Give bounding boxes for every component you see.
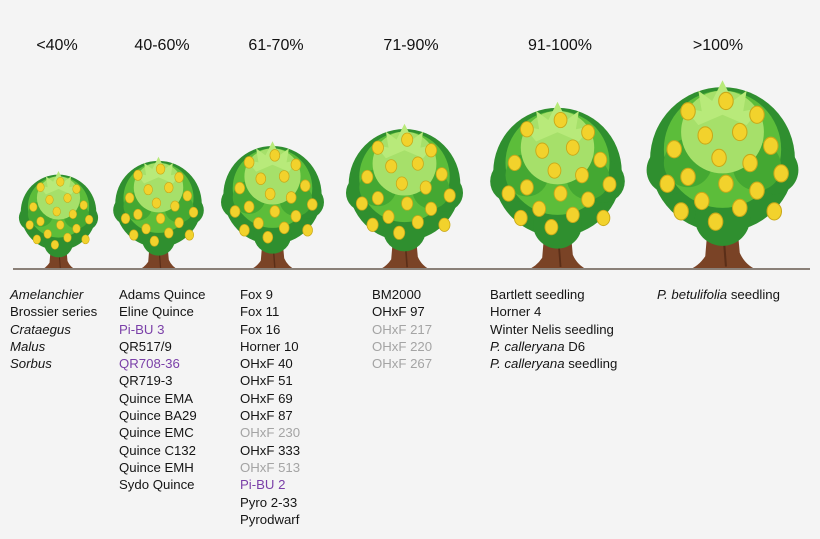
rootstock-list-91-100: Bartlett seedling Horner 4 Winter Nelis se…: [490, 286, 617, 372]
rootstock-item: OHxF 267: [372, 356, 433, 372]
rootstock-item: OHxF 333: [240, 442, 301, 458]
rootstock-item: Fox 11: [240, 304, 280, 320]
rootstock-item: OHxF 97: [372, 304, 425, 320]
rootstock-item: OHxF 220: [372, 338, 433, 354]
pear-tree-icon: [481, 85, 634, 270]
rootstock-item: OHxF 217: [372, 321, 433, 337]
rootstock-list-71-90: BM2000 OHxF 97 OHxF 217 OHxF 220 OHxF 267: [372, 286, 432, 372]
pear-tree-icon: [635, 63, 810, 270]
category-header-71-90: 71-90%: [383, 37, 439, 54]
rootstock-item: Sorbus: [10, 356, 52, 372]
category-header-91-100: 91-100%: [527, 37, 593, 54]
rootstock-item: Quince EMC: [119, 425, 194, 441]
rootstock-item: Pyrodwarf: [240, 511, 300, 527]
category-header-lt40: <40%: [36, 37, 78, 54]
rootstock-list-40-60: Adams Quince Eline Quince Pi-BU 3 QR517/9 QR…: [119, 286, 206, 494]
rootstock-item: Quince EMA: [119, 390, 194, 406]
rootstock-item: Quince EMH: [119, 459, 194, 475]
rootstock-item: Amelanchier: [10, 287, 84, 302]
rootstock-item: Horner 10: [240, 338, 299, 354]
ground-line: [13, 268, 810, 270]
rootstock-item: P. calleryana seedling: [490, 356, 618, 372]
rootstock-item: Quince C132: [119, 442, 196, 458]
rootstock-item: OHxF 230: [240, 425, 301, 441]
rootstock-item: Pi-BU 3: [119, 321, 165, 337]
rootstock-item: OHxF 40: [240, 356, 293, 372]
rootstock-list-lt40: Amelanchier Brossier series Crataegus Malus…: [10, 286, 97, 372]
rootstock-item: Bartlett seedling: [490, 287, 585, 302]
rootstock-item: OHxF 69: [240, 390, 293, 406]
rootstock-item: OHxF 513: [240, 459, 301, 475]
rootstock-item: Sydo Quince: [119, 477, 195, 493]
rootstock-item: Fox 16: [240, 321, 281, 337]
rootstock-item: P. betulifolia seedling: [657, 287, 780, 302]
category-header-61-70: 61-70%: [248, 37, 304, 54]
pear-tree-icon: [214, 122, 331, 270]
pear-tree-icon: [11, 162, 106, 270]
rootstock-item: Eline Quince: [119, 304, 194, 320]
rootstock-item: Pi-BU 2: [240, 477, 286, 493]
rootstock-item: OHxF 87: [240, 408, 293, 424]
rootstock-item: Crataegus: [10, 321, 71, 337]
rootstock-item: BM2000: [372, 287, 422, 302]
category-header-gt100: >100%: [692, 37, 744, 54]
rootstock-list-61-70: Fox 9 Fox 11 Fox 16 Horner 10 OHxF 40 OHxF 51…: [240, 286, 300, 528]
rootstock-item: QR719-3: [119, 373, 173, 389]
category-header-40-60: 40-60%: [134, 37, 190, 54]
rootstock-item: Fox 9: [240, 287, 273, 302]
rootstock-item: Brossier series: [10, 304, 98, 320]
rootstock-item: Adams Quince: [119, 287, 206, 302]
rootstock-item: OHxF 51: [240, 373, 293, 389]
rootstock-item: QR517/9: [119, 338, 172, 354]
rootstock-item: Malus: [10, 338, 46, 354]
rootstock-list-gt100: P. betulifolia seedling: [657, 286, 780, 303]
pear-tree-icon: [107, 145, 210, 270]
pear-tree-icon: [338, 102, 471, 270]
rootstock-item: P. calleryana D6: [490, 338, 586, 354]
rootstock-item: Pyro 2-33: [240, 494, 298, 510]
rootstock-item: Horner 4: [490, 304, 542, 320]
rootstock-item: QR708-36: [119, 356, 180, 372]
rootstock-item: Winter Nelis seedling: [490, 321, 614, 337]
rootstock-item: Quince BA29: [119, 408, 197, 424]
